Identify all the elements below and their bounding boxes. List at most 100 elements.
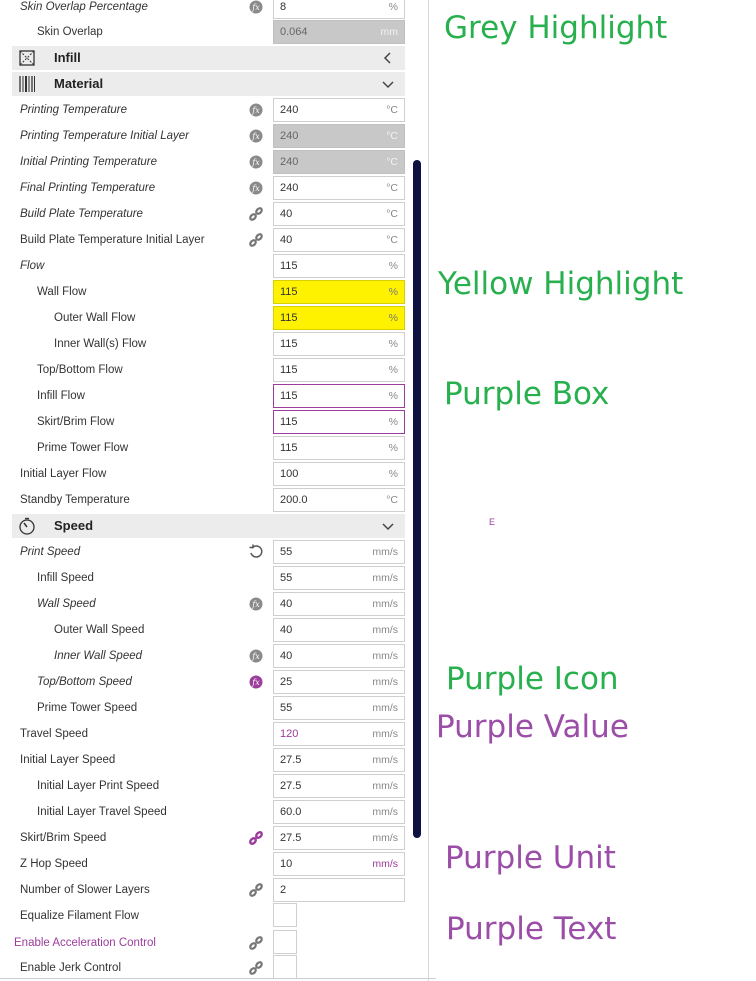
initial-layer-print-speed-input[interactable]: 27.5 mm/s [273,774,405,798]
field-value: 25 [280,676,293,688]
fx-icon[interactable]: fx [247,595,265,613]
field-value: 0.064 [280,26,308,38]
fx-icon[interactable]: fx [247,179,265,197]
initial-printing-temperature-input[interactable]: 240 °C [273,150,405,174]
svg-text:fx: fx [251,652,260,661]
outer-wall-speed-input[interactable]: 40 mm/s [273,618,405,642]
section-header-infill[interactable]: Infill [12,46,405,70]
field-value: 115 [280,286,298,298]
infill-speed-input[interactable]: 55 mm/s [273,566,405,590]
reset-icon[interactable] [247,543,265,561]
enable-acceleration-control-checkbox[interactable] [273,930,297,954]
field-unit: % [388,286,398,298]
final-printing-temperature-input[interactable]: 240 °C [273,176,405,200]
fx-icon[interactable]: fx [247,0,265,16]
field-unit: % [388,390,398,402]
printing-temperature-input[interactable]: 240 °C [273,98,405,122]
top-bottom-flow-input[interactable]: 115% [273,358,405,382]
initial-layer-travel-speed-input[interactable]: 60.0 mm/s [273,800,405,824]
field-value: 100 [280,468,299,480]
link-icon[interactable] [247,205,265,223]
row-label: Skin Overlap Percentage [20,1,148,13]
infill-flow-input[interactable]: 115% [273,384,405,408]
wall-speed-input[interactable]: 40 mm/s [273,592,405,616]
field-unit: mm/s [372,780,398,792]
inner-wall-speed-input[interactable]: 40 mm/s [273,644,405,668]
row-prime-tower-speed: Prime Tower Speed 55 mm/s [0,695,410,721]
scrollbar[interactable] [413,160,421,838]
standby-temperature-input[interactable]: 200.0 °C [273,488,405,512]
chevron-down-icon [381,77,395,91]
row-label: Initial Printing Temperature [20,156,158,168]
inner-wall-flow-input[interactable]: 115% [273,332,405,356]
z-hop-speed-input[interactable]: 10 mm/s [273,852,405,876]
svg-text:fx: fx [251,158,260,167]
prime-tower-flow-input[interactable]: 115% [273,436,405,460]
flow-input[interactable]: 115% [273,254,405,278]
link-icon[interactable] [247,934,265,952]
initial-layer-flow-input[interactable]: 100% [273,462,405,486]
row-top-bottom-flow: Top/Bottom Flow 115% [0,357,410,383]
row-enable-jerk-control: Enable Jerk Control [0,955,410,981]
field-value: 10 [280,858,293,870]
row-wall-speed: Wall Speed fx 40 mm/s [0,591,410,617]
row-initial-layer-print-speed: Initial Layer Print Speed 27.5 mm/s [0,773,410,799]
row-label: Initial Layer Speed [20,754,116,766]
field-unit: mm [380,26,399,38]
printing-temperature-initial-layer-input[interactable]: 240 °C [273,124,405,148]
section-header-speed[interactable]: Speed [12,514,405,538]
enable-jerk-control-checkbox[interactable] [273,955,297,979]
skirt-brim-flow-input[interactable]: 115% [273,410,405,434]
field-unit: % [388,1,398,13]
row-outer-wall-speed: Outer Wall Speed 40 mm/s [0,617,410,643]
build-plate-temperature-initial-layer-input[interactable]: 40 °C [273,228,405,252]
field-value: 200.0 [280,494,308,506]
skirt-brim-speed-input[interactable]: 27.5 mm/s [273,826,405,850]
link-icon-purple[interactable] [247,829,265,847]
row-print-speed: Print Speed 55 mm/s [0,539,410,565]
section-title: Speed [54,518,94,533]
field-unit: mm/s [372,832,398,844]
wall-flow-input[interactable]: 115% [273,280,405,304]
link-icon[interactable] [247,959,265,977]
fx-icon[interactable]: fx [247,127,265,145]
travel-speed-input[interactable]: 120 mm/s [273,722,405,746]
top-bottom-speed-input[interactable]: 25 mm/s [273,670,405,694]
row-label: Skirt/Brim Flow [37,416,115,428]
row-label: Final Printing Temperature [20,182,156,194]
field-value: 40 [280,624,293,636]
fx-icon[interactable]: fx [247,647,265,665]
field-unit: mm/s [372,806,398,818]
section-header-material[interactable]: Material [12,72,405,96]
row-label: Enable Jerk Control [20,962,121,974]
speed-icon [18,517,36,535]
row-label: Skirt/Brim Speed [20,832,107,844]
link-icon[interactable] [247,881,265,899]
field-value: 40 [280,234,293,246]
row-label: Prime Tower Speed [37,702,138,714]
skin-overlap-input[interactable]: 0.064 mm [273,20,405,44]
field-unit: mm/s [372,572,398,584]
fx-icon[interactable]: fx [247,153,265,171]
row-label: Flow [20,260,45,272]
row-label: Printing Temperature Initial Layer [20,130,189,142]
link-icon[interactable] [247,231,265,249]
row-printing-temperature-initial-layer: Printing Temperature Initial Layer fx 24… [0,123,410,149]
skin-overlap-percentage-input[interactable]: 8% [273,0,405,19]
row-top-bottom-speed: Top/Bottom Speed fx 25 mm/s [0,669,410,695]
fx-icon[interactable]: fx [247,101,265,119]
initial-layer-speed-input[interactable]: 27.5 mm/s [273,748,405,772]
fx-icon-purple[interactable]: fx [247,673,265,691]
row-initial-layer-flow: Initial Layer Flow 100% [0,461,410,487]
field-value: 115 [280,442,298,454]
field-unit: °C [386,234,398,246]
print-speed-input[interactable]: 55 mm/s [273,540,405,564]
row-inner-wall-speed: Inner Wall Speed fx 40 mm/s [0,643,410,669]
number-of-slower-layers-input[interactable]: 2 [273,878,405,902]
outer-wall-flow-input[interactable]: 115% [273,306,405,330]
row-label: Printing Temperature [20,104,127,116]
prime-tower-speed-input[interactable]: 55 mm/s [273,696,405,720]
field-value: 40 [280,598,293,610]
build-plate-temperature-input[interactable]: 40 °C [273,202,405,226]
equalize-filament-flow-checkbox[interactable] [273,903,297,927]
